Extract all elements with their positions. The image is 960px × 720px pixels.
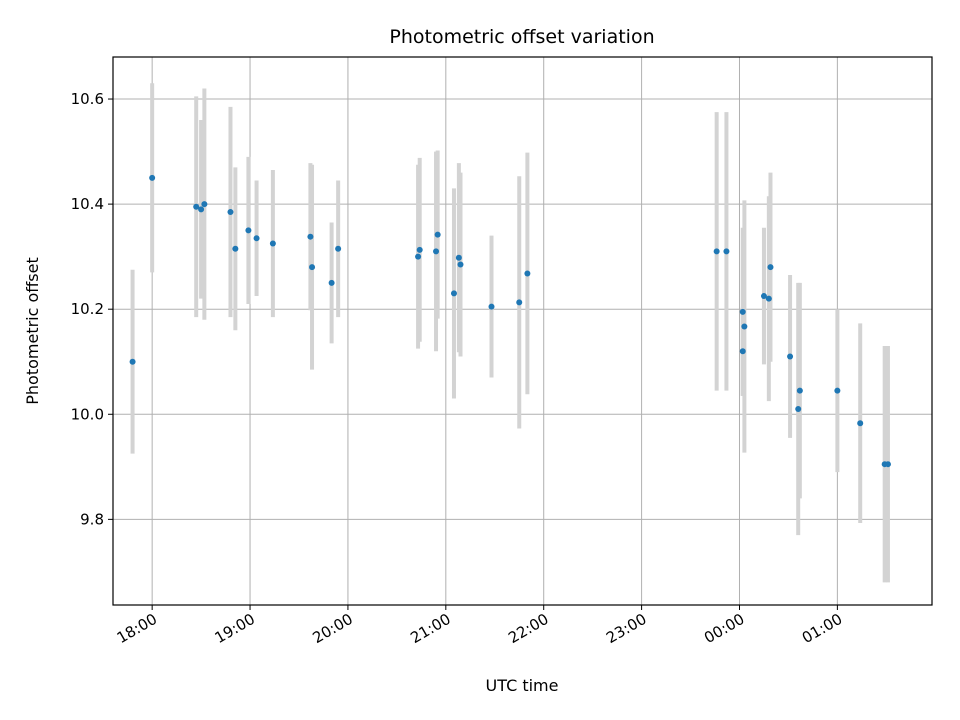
data-point [434, 231, 441, 238]
data-point [765, 295, 772, 302]
data-point [198, 206, 205, 213]
data-point [307, 233, 314, 240]
data-point [335, 245, 342, 252]
plot-frame [112, 56, 933, 606]
y-tick-label: 10.0 [71, 405, 104, 423]
data-point [787, 353, 794, 360]
data-point [488, 303, 495, 310]
data-point [884, 461, 891, 468]
data-point [834, 387, 841, 394]
data-point [450, 290, 457, 297]
data-point [232, 245, 239, 252]
data-points [129, 174, 891, 468]
data-point [227, 208, 234, 215]
data-point [245, 227, 252, 234]
data-point [760, 293, 767, 300]
data-point [269, 240, 276, 247]
grid-lines [113, 57, 932, 605]
data-point [739, 308, 746, 315]
data-point [723, 248, 730, 255]
x-axis-label: UTC time [486, 676, 559, 695]
data-point [309, 264, 316, 271]
y-tick-label: 10.6 [71, 90, 104, 108]
data-point [455, 254, 462, 261]
data-point [713, 248, 720, 255]
plot-area-background [113, 57, 932, 605]
data-point [457, 261, 464, 268]
data-point [253, 235, 260, 242]
data-point [795, 406, 802, 413]
chart-title: Photometric offset variation [389, 26, 654, 48]
data-point [415, 253, 422, 260]
data-point [516, 299, 523, 306]
data-point [416, 246, 423, 253]
data-point [433, 248, 440, 255]
y-axis-label: Photometric offset [23, 257, 42, 405]
data-point [328, 279, 335, 286]
data-point [524, 270, 531, 277]
data-point [149, 174, 156, 181]
data-point [129, 358, 136, 365]
data-point [857, 420, 864, 427]
data-point [796, 387, 803, 394]
y-tick-label: 9.8 [80, 510, 104, 528]
data-point [741, 323, 748, 330]
y-tick-label: 10.4 [71, 195, 104, 213]
y-tick-label: 10.2 [71, 300, 104, 318]
data-point [767, 264, 774, 271]
data-point [193, 203, 200, 210]
data-point [739, 348, 746, 355]
data-point [201, 201, 208, 208]
